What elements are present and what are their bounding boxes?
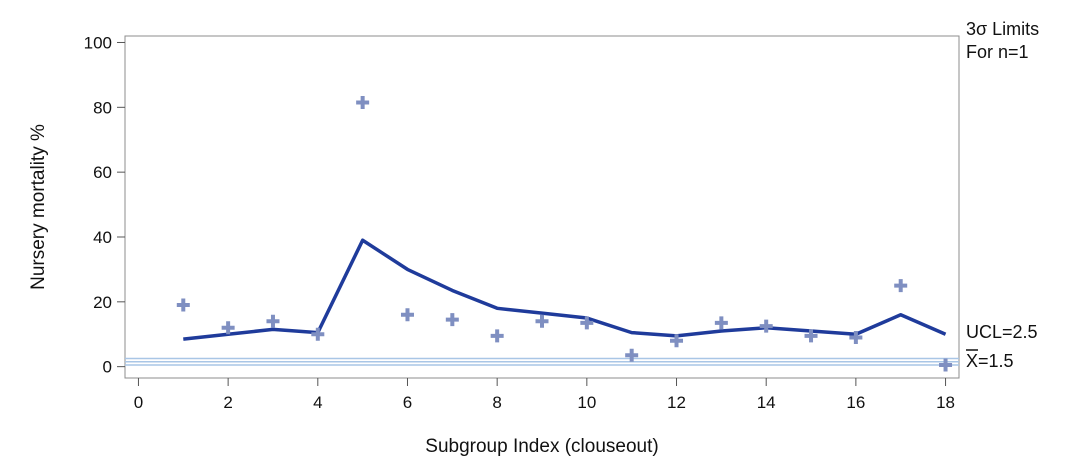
y-tick-label: 60 — [93, 163, 112, 182]
data-point-marker — [714, 316, 728, 330]
data-point-marker — [849, 330, 863, 344]
data-point-marker — [939, 358, 953, 372]
data-point-marker — [625, 348, 639, 362]
y-tick-label: 40 — [93, 228, 112, 247]
x-tick-label: 6 — [403, 393, 412, 412]
x-tick-label: 18 — [936, 393, 955, 412]
y-axis-ticks: 0 20 40 60 80 100 — [84, 33, 125, 377]
control-limit-lines — [125, 357, 959, 366]
y-tick-label: 20 — [93, 293, 112, 312]
x-tick-label: 4 — [313, 393, 322, 412]
xbar-value: =1.5 — [978, 351, 1014, 371]
data-point-marker — [804, 329, 818, 343]
data-point-marker — [356, 95, 370, 109]
ucl-label: UCL=2.5 — [966, 322, 1038, 342]
data-point-marker — [894, 279, 908, 293]
x-tick-label: 2 — [223, 393, 232, 412]
data-point-marker — [266, 314, 280, 328]
x-tick-label: 16 — [846, 393, 865, 412]
data-point-marker — [311, 327, 325, 341]
x-tick-label: 0 — [134, 393, 143, 412]
data-point-marker — [176, 298, 190, 312]
y-tick-label: 80 — [93, 98, 112, 117]
x-axis-ticks: 0 2 4 6 8 10 12 14 16 18 — [134, 378, 955, 412]
xbar-symbol: X — [966, 351, 978, 371]
limits-label-line2: For n=1 — [966, 42, 1029, 62]
xbar-label: X=1.5 — [966, 351, 1014, 371]
data-point-marker — [759, 319, 773, 333]
data-point-marker — [670, 334, 684, 348]
data-point-marker — [400, 308, 414, 322]
data-point-marker — [580, 316, 594, 330]
limits-label-line1: 3σ Limits — [966, 19, 1039, 39]
y-tick-label: 100 — [84, 33, 112, 52]
x-tick-label: 8 — [492, 393, 501, 412]
data-points-layer — [176, 95, 953, 372]
data-point-marker — [445, 313, 459, 327]
x-tick-label: 14 — [757, 393, 776, 412]
y-tick-label: 0 — [103, 358, 112, 377]
x-tick-label: 10 — [577, 393, 596, 412]
x-axis-label: Subgroup Index (clouseout) — [425, 436, 658, 457]
data-point-marker — [535, 314, 549, 328]
data-point-marker — [490, 329, 504, 343]
data-point-marker — [221, 321, 235, 335]
series-line — [183, 238, 947, 341]
y-axis-label: Nursery mortality % — [28, 124, 49, 290]
x-tick-label: 12 — [667, 393, 686, 412]
